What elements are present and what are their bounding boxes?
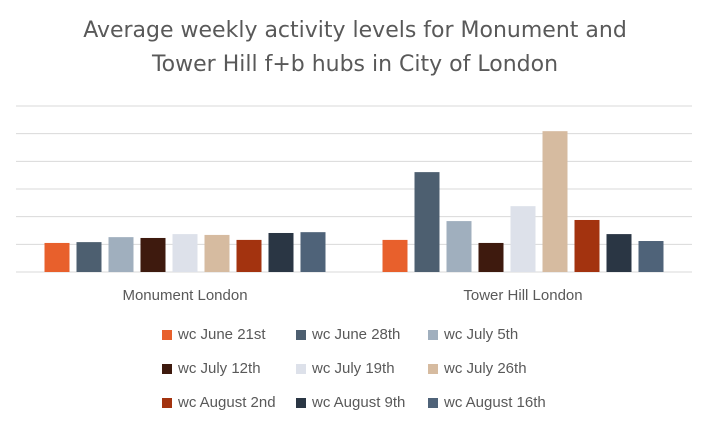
legend-swatch <box>296 398 306 408</box>
bar <box>76 242 102 272</box>
legend-label: wc July 5th <box>443 326 518 343</box>
bar <box>542 131 568 272</box>
bar <box>204 234 230 272</box>
legend-label: wc July 26th <box>443 360 527 377</box>
chart-title: Average weekly activity levels for Monum… <box>83 18 627 77</box>
bar <box>108 237 134 272</box>
legend-label: wc August 2nd <box>177 394 276 411</box>
x-tick-label: Monument London <box>122 287 247 304</box>
bar <box>414 172 440 272</box>
legend-swatch <box>428 330 438 340</box>
bar <box>300 232 326 272</box>
bar <box>44 242 70 272</box>
legend-label: wc August 16th <box>443 394 546 411</box>
legend-label: wc July 19th <box>311 360 395 377</box>
bar <box>140 237 166 272</box>
bar <box>510 206 536 272</box>
legend-swatch <box>296 330 306 340</box>
legend-swatch <box>296 364 306 374</box>
legend-label: wc June 28th <box>311 326 400 343</box>
bar <box>268 232 294 272</box>
bar <box>382 239 408 272</box>
x-tick-label: Tower Hill London <box>463 287 582 304</box>
bar <box>446 221 472 272</box>
bar <box>478 242 504 272</box>
legend-swatch <box>428 398 438 408</box>
bar <box>574 219 600 272</box>
legend-label: wc June 21st <box>177 326 266 343</box>
legend-label: wc August 9th <box>311 394 405 411</box>
bar <box>172 234 198 272</box>
legend-swatch <box>162 330 172 340</box>
legend-swatch <box>162 398 172 408</box>
legend-swatch <box>428 364 438 374</box>
legend-label: wc July 12th <box>177 360 261 377</box>
bar <box>638 241 664 272</box>
legend-swatch <box>162 364 172 374</box>
bar <box>236 239 262 272</box>
bar <box>606 234 632 272</box>
